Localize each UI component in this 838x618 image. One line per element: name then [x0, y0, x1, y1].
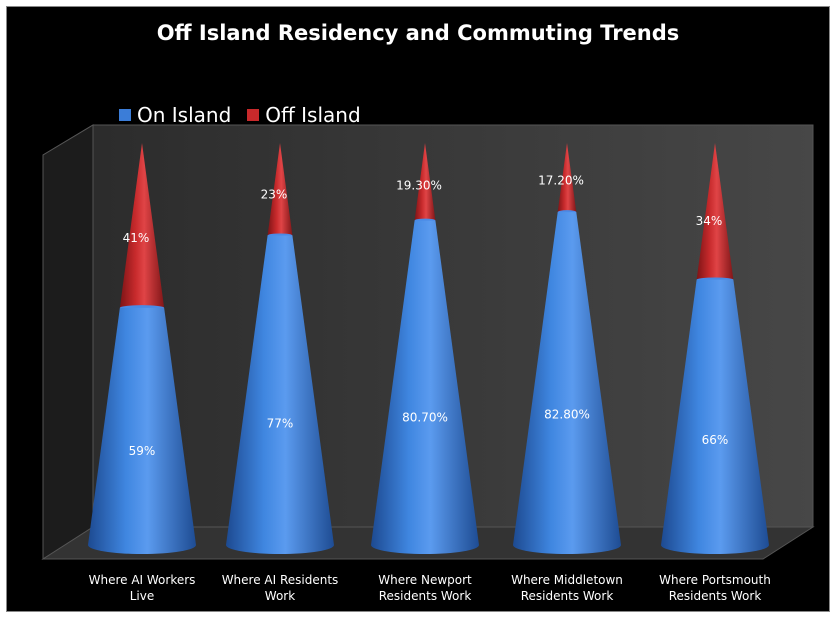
legend-item-off-island: Off Island — [247, 103, 361, 127]
category-label-line: Residents Work — [378, 589, 472, 603]
cone-off-island — [696, 143, 734, 280]
category-label: Where AI Residents Work — [205, 572, 355, 604]
category-label-line: Work — [264, 589, 296, 603]
cone-off-island — [119, 143, 165, 308]
side-wall — [42, 124, 94, 560]
legend-swatch-off-island — [247, 109, 260, 121]
category-label-line: Where Newport — [378, 573, 472, 587]
category-label-line: Where AI Workers — [88, 573, 196, 587]
category-label-line: Where Portsmouth — [659, 573, 771, 587]
data-label-off-island: 41% — [123, 231, 150, 245]
cone-off-island — [267, 143, 293, 236]
legend-label-on-island: On Island — [137, 103, 232, 127]
category-label-line: Residents Work — [520, 589, 614, 603]
data-label-on-island: 77% — [267, 416, 294, 430]
data-label-off-island: 23% — [261, 187, 288, 201]
legend: On Island Off Island — [119, 103, 377, 127]
legend-label-off-island: Off Island — [265, 103, 361, 127]
chart-title: Off Island Residency and Commuting Trend… — [156, 21, 680, 45]
cone-on-island — [371, 220, 479, 554]
category-label: Where Portsmouth Residents Work — [640, 572, 790, 604]
plot-area: 59% 41% 77% 23% 80.70% 19.30% 82.80% 17.20% 66% 3… — [41, 124, 815, 560]
cone-off-island — [557, 143, 577, 213]
data-label-on-island: 80.70% — [402, 411, 448, 425]
legend-item-on-island: On Island — [119, 103, 231, 127]
data-label-on-island: 82.80% — [544, 408, 590, 422]
category-label: Where Middletown Residents Work — [492, 572, 642, 604]
legend-swatch-on-island — [119, 109, 131, 121]
data-label-off-island: 34% — [696, 214, 723, 228]
category-label-line: Residents Work — [668, 589, 762, 603]
cone-off-island — [414, 143, 436, 221]
data-label-off-island: 17.20% — [538, 173, 584, 187]
chart-frame: Off Island Residency and Commuting Trend… — [6, 6, 830, 612]
category-label: Where Newport Residents Work — [350, 572, 500, 604]
data-label-on-island: 66% — [702, 433, 729, 447]
cone-on-island — [226, 235, 334, 554]
category-label: Where AI Workers Live — [67, 572, 217, 604]
category-label-line: Live — [129, 589, 155, 603]
cone-on-island — [513, 212, 621, 555]
cone-on-island — [88, 307, 196, 554]
cone-on-island — [661, 279, 769, 554]
data-label-on-island: 59% — [129, 444, 156, 458]
category-label-line: Where AI Residents — [221, 573, 339, 587]
category-label-line: Where Middletown — [511, 573, 623, 587]
data-label-off-island: 19.30% — [396, 179, 442, 193]
